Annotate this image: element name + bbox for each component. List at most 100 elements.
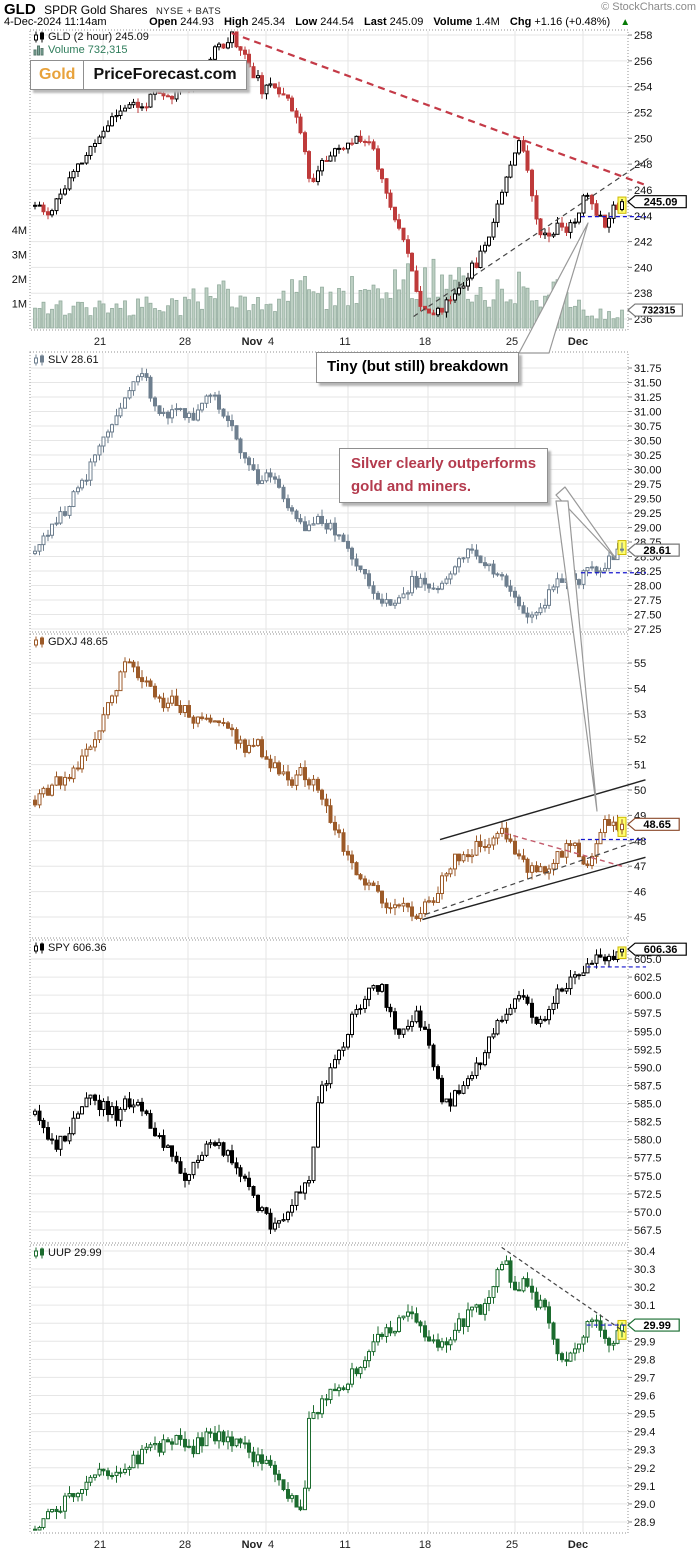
svg-text:52: 52	[634, 734, 646, 746]
svg-text:18: 18	[419, 1539, 431, 1551]
svg-text:29.5: 29.5	[634, 1409, 655, 1421]
svg-text:30.1: 30.1	[634, 1300, 655, 1312]
quote-row: 4-Dec-2024 11:14am Open 244.93 High 245.…	[4, 16, 696, 29]
svg-text:21: 21	[94, 1539, 106, 1551]
legend-gld: GLD (2 hour) 245.09	[33, 31, 149, 43]
svg-text:48.65: 48.65	[643, 819, 671, 831]
svg-text:29.7: 29.7	[634, 1372, 655, 1384]
gold-priceforecast-watermark: Gold PriceForecast.com	[30, 60, 247, 90]
pointer-silver-to-gdxj	[555, 500, 598, 812]
svg-text:29.4: 29.4	[634, 1427, 655, 1439]
candlestick-icon-spy	[34, 942, 44, 954]
svg-text:250: 250	[634, 133, 652, 145]
svg-text:29.3: 29.3	[634, 1445, 655, 1457]
logo-domain-label: PriceForecast.com	[93, 66, 237, 83]
svg-text:28: 28	[179, 1539, 191, 1551]
svg-text:30.50: 30.50	[634, 436, 662, 448]
svg-text:577.5: 577.5	[634, 1153, 662, 1165]
candles	[33, 1255, 627, 1531]
svg-text:51: 51	[634, 760, 646, 772]
svg-text:48: 48	[634, 836, 646, 848]
svg-text:600.0: 600.0	[634, 990, 662, 1002]
svg-text:29.9: 29.9	[634, 1336, 655, 1348]
svg-text:31.00: 31.00	[634, 407, 662, 419]
svg-text:238: 238	[634, 288, 652, 300]
chart-header: GLD SPDR Gold Shares NYSE + BATS © Stock…	[0, 0, 700, 30]
svg-text:597.5: 597.5	[634, 1008, 662, 1020]
svg-text:258: 258	[634, 30, 652, 42]
svg-text:29.75: 29.75	[634, 479, 662, 491]
legend-gdxj: GDXJ 48.65	[33, 636, 108, 648]
svg-text:244: 244	[634, 211, 652, 223]
logo-gold-label: Gold	[31, 61, 85, 89]
svg-text:245.09: 245.09	[644, 197, 678, 209]
svg-text:29.50: 29.50	[634, 493, 662, 505]
svg-text:28.00: 28.00	[634, 580, 662, 592]
svg-text:30.4: 30.4	[634, 1246, 655, 1258]
svg-text:30.75: 30.75	[634, 421, 662, 433]
svg-text:248: 248	[634, 159, 652, 171]
svg-text:30.00: 30.00	[634, 464, 662, 476]
svg-text:25: 25	[506, 1539, 518, 1551]
page-title-symbol: GLD	[4, 1, 36, 18]
svg-text:570.0: 570.0	[634, 1207, 662, 1219]
copyright: © StockCharts.com	[601, 1, 696, 13]
svg-text:595.0: 595.0	[634, 1026, 662, 1038]
legend-slv: SLV 28.61	[33, 354, 99, 366]
svg-text:31.75: 31.75	[634, 363, 662, 375]
svg-text:582.5: 582.5	[634, 1117, 662, 1129]
svg-text:31.25: 31.25	[634, 392, 662, 404]
svg-text:Nov: Nov	[242, 336, 264, 348]
svg-text:242: 242	[634, 237, 652, 249]
svg-text:Dec: Dec	[568, 1539, 588, 1551]
svg-text:29.1: 29.1	[634, 1481, 655, 1493]
svg-text:Nov: Nov	[242, 1539, 264, 1551]
svg-text:4: 4	[268, 1539, 274, 1551]
candles	[33, 367, 627, 624]
svg-text:47: 47	[634, 861, 646, 873]
svg-text:55: 55	[634, 658, 646, 670]
quote-change: Chg +1.16 (+0.48%)	[509, 16, 611, 28]
svg-text:27.50: 27.50	[634, 609, 662, 621]
svg-text:252: 252	[634, 107, 652, 119]
x-axis-labels: 21 28 Nov 4 11 18 25 Dec 21 28 Nov 4 11 18 25 Dec	[94, 336, 588, 1551]
svg-text:28: 28	[179, 336, 191, 348]
svg-text:602.5: 602.5	[634, 972, 662, 984]
svg-text:30.25: 30.25	[634, 450, 662, 462]
quote-open: Open 244.93	[149, 16, 214, 28]
svg-text:29.0: 29.0	[634, 1499, 655, 1511]
svg-text:29.6: 29.6	[634, 1391, 655, 1403]
svg-text:54: 54	[634, 683, 646, 695]
svg-text:575.0: 575.0	[634, 1171, 662, 1183]
svg-text:28.9: 28.9	[634, 1517, 655, 1529]
pointer-silver-to-slv	[555, 486, 617, 560]
legend-uup: UUP 29.99	[33, 1247, 102, 1259]
candlestick-icon-slv	[34, 354, 44, 366]
svg-text:236: 236	[634, 314, 652, 326]
svg-text:4: 4	[268, 336, 274, 348]
callout-pointers	[518, 222, 617, 812]
legend-spy: SPY 606.36	[33, 942, 107, 954]
panel-uup: 28.9 29.0 29.1 29.2 29.3 29.4 29.5 29.6 29.7 29.8…	[29, 1244, 680, 1534]
quote-last: Last 245.09	[363, 16, 424, 28]
svg-text:732315: 732315	[642, 306, 676, 317]
exchange-label: NYSE + BATS	[155, 6, 222, 17]
svg-text:29.2: 29.2	[634, 1463, 655, 1475]
quote-volume: Volume 1.4M	[433, 16, 500, 28]
svg-text:240: 240	[634, 262, 652, 274]
svg-text:2M: 2M	[12, 274, 27, 286]
svg-text:50: 50	[634, 785, 646, 797]
svg-text:3M: 3M	[12, 250, 27, 262]
candlestick-icon-gdxj	[34, 636, 44, 648]
svg-text:31.50: 31.50	[634, 378, 662, 390]
svg-text:25: 25	[506, 336, 518, 348]
svg-text:587.5: 587.5	[634, 1080, 662, 1092]
svg-text:11: 11	[339, 1539, 350, 1551]
svg-text:585.0: 585.0	[634, 1099, 662, 1111]
svg-text:606.36: 606.36	[644, 944, 678, 956]
svg-text:29.99: 29.99	[643, 1320, 671, 1332]
annotation-breakdown: Tiny (but still) breakdown	[316, 352, 520, 383]
svg-text:Dec: Dec	[568, 336, 588, 348]
legend-gld-volume: Volume 732,315	[33, 44, 128, 56]
svg-text:590.0: 590.0	[634, 1062, 662, 1074]
